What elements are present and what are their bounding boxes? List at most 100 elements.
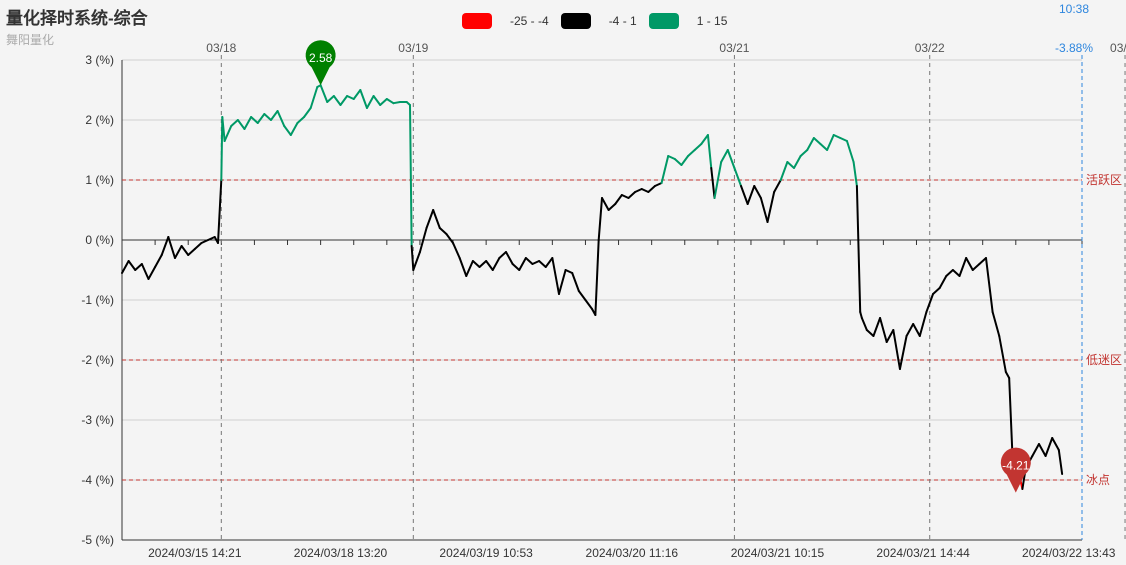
series-segment bbox=[594, 239, 600, 316]
series-segment bbox=[173, 245, 183, 259]
series-segment bbox=[379, 98, 388, 106]
series-segment bbox=[372, 95, 382, 106]
series-segment bbox=[918, 311, 928, 337]
series-segment bbox=[256, 113, 266, 124]
series-segment bbox=[938, 275, 948, 289]
series-segment bbox=[885, 329, 895, 343]
legend-item-green[interactable]: 1 - 15 bbox=[648, 13, 727, 29]
series-segment bbox=[505, 251, 514, 265]
series-segment bbox=[452, 242, 461, 259]
series-segment bbox=[597, 197, 603, 241]
series-segment bbox=[538, 260, 547, 268]
y-tick-label: 3 (%) bbox=[85, 53, 114, 67]
x-tick-label: 2024/03/15 14:21 bbox=[148, 546, 242, 560]
series-segment bbox=[925, 293, 935, 313]
series-segment bbox=[706, 134, 713, 169]
y-tick-label: -4 (%) bbox=[81, 473, 114, 487]
legend-item-red[interactable]: -25 - -4 bbox=[462, 13, 549, 29]
x-tick-label: 2024/03/22 13:43 bbox=[1022, 546, 1116, 560]
series-segment bbox=[498, 251, 507, 259]
series-segment bbox=[263, 113, 272, 121]
top-date-label: 03/18 bbox=[206, 41, 236, 55]
series-segment bbox=[326, 95, 335, 103]
series-segment bbox=[425, 209, 435, 229]
series-segment bbox=[319, 84, 329, 103]
series-segment bbox=[865, 329, 875, 337]
series-segment bbox=[250, 116, 259, 124]
series-segment bbox=[243, 116, 253, 130]
series-segment bbox=[296, 116, 306, 124]
series-segment bbox=[365, 95, 375, 109]
series-segment bbox=[207, 236, 216, 241]
min-marker-pin bbox=[1000, 447, 1031, 493]
series-segment bbox=[485, 260, 494, 271]
series-segment bbox=[438, 227, 448, 235]
series-segment bbox=[746, 185, 756, 205]
series-segment bbox=[879, 317, 888, 343]
series-segment bbox=[352, 89, 362, 100]
series-segment bbox=[418, 227, 428, 253]
chart-title: 量化择时系统-综合 bbox=[6, 9, 148, 28]
series-segment bbox=[283, 125, 292, 136]
x-tick-label: 2024/03/21 14:44 bbox=[876, 546, 970, 560]
series-segment bbox=[740, 185, 749, 205]
series-segment bbox=[167, 236, 176, 259]
series-segment bbox=[985, 257, 994, 313]
x-tick-label: 2024/03/18 13:20 bbox=[294, 546, 388, 560]
current-value-label: -3.88% bbox=[1055, 41, 1093, 55]
x-tick-label: 2024/03/20 11:16 bbox=[586, 546, 679, 560]
series-segment bbox=[786, 161, 795, 169]
series-segment bbox=[121, 260, 130, 274]
series-segment bbox=[607, 203, 617, 211]
series-segment bbox=[978, 257, 987, 265]
series-segment bbox=[693, 143, 703, 151]
series-segment bbox=[872, 317, 882, 337]
series-segment bbox=[660, 155, 670, 184]
series-segment bbox=[412, 251, 421, 271]
legend-item-black[interactable]: -4 - 1 bbox=[560, 13, 637, 29]
series-segment bbox=[998, 335, 1007, 373]
series-segment bbox=[653, 182, 663, 187]
series-segment bbox=[127, 260, 137, 271]
series-segment bbox=[627, 191, 637, 199]
series-segment bbox=[826, 134, 835, 151]
series-segment bbox=[634, 188, 643, 193]
series-segment bbox=[471, 260, 481, 268]
series-segment bbox=[332, 95, 342, 106]
series-segment bbox=[766, 191, 776, 223]
series-segment bbox=[640, 188, 650, 193]
series-segment bbox=[223, 125, 233, 142]
series-segment bbox=[385, 98, 395, 105]
series-segment bbox=[720, 149, 729, 163]
series-segment bbox=[839, 137, 848, 142]
series-segment bbox=[951, 269, 961, 277]
series-segment bbox=[753, 185, 762, 199]
series-segment bbox=[193, 242, 203, 250]
series-segment bbox=[511, 263, 521, 271]
series-segment bbox=[667, 155, 676, 160]
series-segment bbox=[557, 269, 567, 295]
series-segment bbox=[491, 257, 501, 271]
series-segment bbox=[187, 248, 196, 256]
series-segment bbox=[852, 161, 858, 187]
series-segment bbox=[309, 86, 319, 109]
series-segment bbox=[673, 158, 683, 166]
series-segment bbox=[584, 299, 594, 310]
series-segment bbox=[958, 257, 968, 277]
series-segment bbox=[1031, 443, 1040, 457]
series-segment bbox=[221, 116, 226, 142]
series-segment bbox=[832, 134, 842, 139]
legend-swatch-green bbox=[648, 13, 679, 29]
series-segment bbox=[478, 260, 488, 268]
series-segment bbox=[230, 119, 239, 127]
y-tick-label: -2 (%) bbox=[81, 353, 114, 367]
reference-line-label: 冰点 bbox=[1086, 473, 1110, 487]
y-tick-label: 2 (%) bbox=[85, 113, 114, 127]
max-marker-label: 2.58 bbox=[309, 51, 333, 65]
y-tick-label: -5 (%) bbox=[81, 533, 114, 547]
series-segment bbox=[773, 179, 782, 193]
series-segment bbox=[147, 266, 157, 280]
series-segment bbox=[620, 194, 630, 199]
legend-swatch-red bbox=[462, 13, 492, 29]
